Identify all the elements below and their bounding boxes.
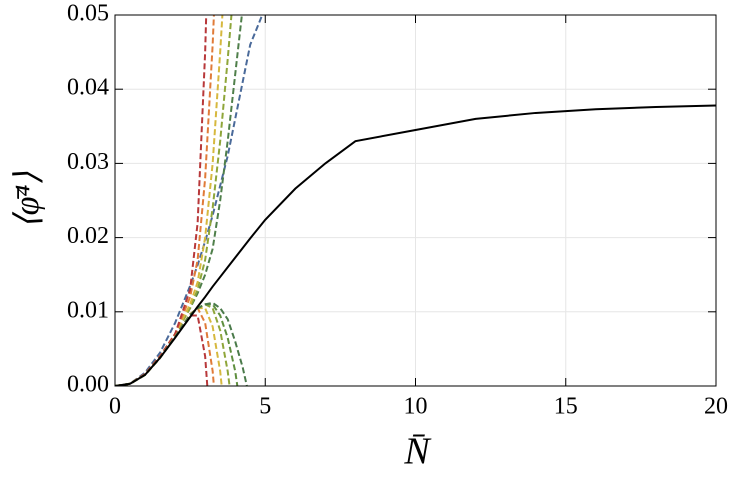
dashed-curve [115, 15, 208, 386]
x-tick-label: 10 [404, 394, 428, 420]
x-axis-label: N̄ [403, 431, 432, 473]
y-tick-label: 0.05 [67, 1, 109, 27]
dashed-curve [115, 15, 224, 386]
y-tick-label: 0.01 [67, 297, 109, 323]
y-tick-label: 0.04 [67, 75, 109, 101]
x-tick-label: 20 [704, 394, 728, 420]
y-tick-label: 0.03 [67, 149, 109, 175]
x-tick-label: 5 [259, 394, 271, 420]
solid-curve [115, 104, 716, 386]
dashed-curve [115, 15, 264, 386]
dashed-curve [115, 15, 233, 386]
x-tick-label: 0 [109, 394, 121, 420]
y-axis-label: ⟨φ̄⁴⟩ [9, 171, 46, 228]
dashed-curve [115, 314, 209, 386]
grid [114, 14, 717, 387]
x-tick-label: 15 [554, 394, 578, 420]
dashed-curve [115, 15, 243, 386]
y-tick-label: 0.02 [67, 223, 109, 249]
dashed-curve [115, 15, 215, 386]
y-tick-label: 0.00 [67, 372, 109, 398]
plot-lines [115, 15, 716, 386]
